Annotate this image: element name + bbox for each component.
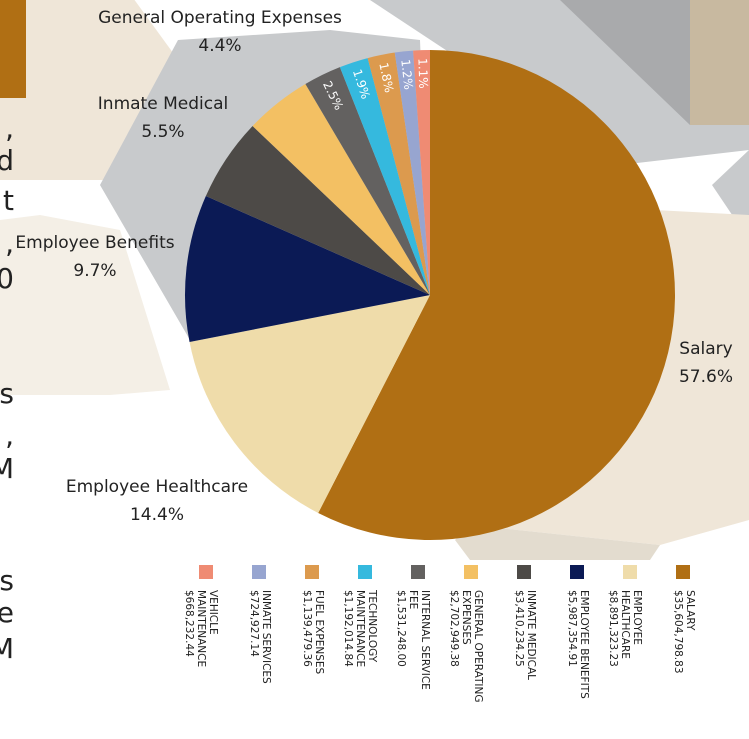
- side-text: ,: [5, 419, 14, 452]
- pie-slice: [318, 50, 676, 540]
- pie-slice: [394, 50, 430, 295]
- side-text: M: [0, 452, 14, 485]
- side-text: 0: [0, 262, 14, 295]
- legend-label: GENERAL OPERATINGEXPENSES: [460, 590, 484, 702]
- hexagon-edge: [455, 525, 660, 560]
- callout-value: 57.6%: [679, 367, 733, 387]
- callout-value: 4.4%: [198, 36, 241, 56]
- legend-swatch: [411, 565, 425, 579]
- legend-swatch: [623, 565, 637, 579]
- legend-swatch: [676, 565, 690, 579]
- side-text: ,: [5, 112, 14, 145]
- pie-slice: [205, 126, 430, 296]
- slice-label: 1.1%: [415, 58, 430, 89]
- legend-label: EMPLOYEE BENEFITS: [578, 590, 590, 699]
- legend-label: INMATE MEDICAL: [525, 590, 537, 680]
- callout-name: Inmate Medical: [98, 94, 228, 114]
- legend-amount: $2,702,949.38: [448, 590, 460, 667]
- pie-slice: [252, 84, 430, 295]
- callout-name: Employee Healthcare: [66, 477, 248, 497]
- legend-amount: $8,891,323.23: [607, 590, 619, 667]
- pie-slice: [413, 50, 430, 295]
- callout-value: 5.5%: [141, 122, 184, 142]
- legend-amount: $1,192,014.84: [342, 590, 354, 667]
- side-text: t: [3, 184, 14, 217]
- hexagon: [690, 0, 749, 125]
- callout-name: Salary: [679, 339, 732, 359]
- callout-name: General Operating Expenses: [98, 8, 342, 28]
- legend-label: EMPLOYEEHEALTHCARE: [619, 590, 643, 659]
- slice-label: 1.2%: [398, 59, 415, 91]
- legend-swatch: [570, 565, 584, 579]
- legend-label: VEHICLEMAINTENANCE: [195, 590, 219, 667]
- pie-slice: [339, 58, 430, 296]
- side-text: M: [0, 632, 14, 665]
- slice-label: 1.8%: [376, 61, 396, 94]
- legend-amount: $5,987,354.91: [566, 590, 578, 667]
- legend-swatch: [305, 565, 319, 579]
- side-text: s: [0, 377, 14, 410]
- side-text: ,: [5, 227, 14, 260]
- legend-label: INMATE SERVICES: [260, 590, 272, 684]
- pie-slice: [305, 67, 430, 295]
- side-text: e: [0, 596, 14, 629]
- side-text: d: [0, 144, 14, 177]
- legend-label: FUEL EXPENSES: [313, 590, 325, 674]
- brown-block: [0, 0, 26, 98]
- pie-slice: [367, 52, 430, 295]
- legend-amount: $1,531,248.00: [395, 590, 407, 667]
- callout-value: 9.7%: [73, 261, 116, 281]
- legend-label: SALARY: [684, 590, 696, 631]
- hexagon: [0, 215, 170, 395]
- legend-swatch: [252, 565, 266, 579]
- legend-swatch: [199, 565, 213, 579]
- side-text: s: [0, 564, 14, 597]
- legend-amount: $1,139,479.36: [301, 590, 313, 667]
- pie-slice: [185, 196, 430, 342]
- legend-label: TECHNOLOGYMAINTENANCE: [354, 589, 378, 667]
- legend-swatch: [517, 565, 531, 579]
- legend-amount: $35,604,798.83: [672, 590, 684, 674]
- callout-name: Employee Benefits: [15, 233, 174, 253]
- pie-slice: [189, 295, 430, 513]
- callout-value: 14.4%: [130, 505, 184, 525]
- legend-amount: $668,232.44: [183, 590, 195, 657]
- legend-swatch: [358, 565, 372, 579]
- legend-amount: $724,927.14: [248, 590, 260, 657]
- legend-label: INTERNAL SERVICEFEE: [407, 590, 431, 690]
- legend-swatch: [464, 565, 478, 579]
- legend-amount: $3,410,234.25: [513, 590, 525, 667]
